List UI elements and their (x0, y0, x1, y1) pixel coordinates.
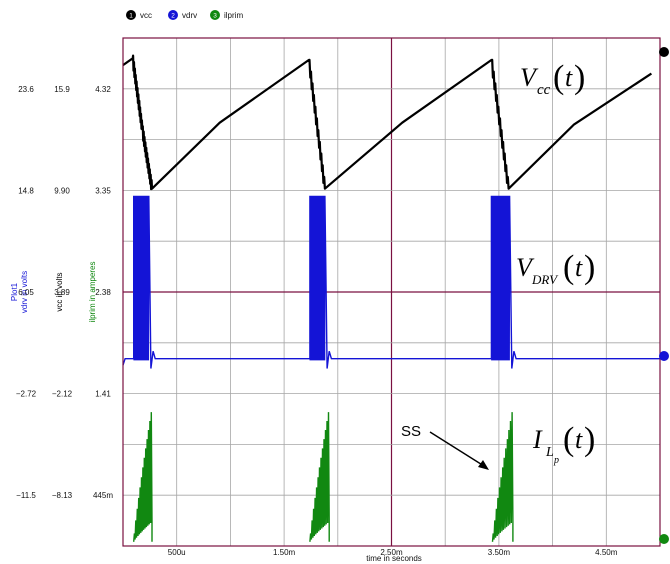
annotation-vdrv: V DRV ( t ) (516, 249, 595, 287)
right-marker-vcc (659, 47, 669, 57)
y-axis-title-vcc: vcc in volts (55, 272, 64, 311)
legend-label-ilprim: ilprim (224, 11, 243, 20)
legend-marker-vcc (126, 10, 136, 20)
x-tick-label: 3.50m (488, 548, 511, 557)
annotation-vdrv-lparen: ( (563, 249, 574, 286)
y-tick-label-vdrv: −11.5 (16, 491, 36, 500)
annotation-vdrv-sub: DRV (531, 272, 559, 287)
y-tick-label-ilprim: 1.41 (95, 390, 111, 399)
legend-label-vcc: vcc (140, 11, 152, 20)
series-ilprim-burst (309, 412, 330, 542)
x-tick-label: 2.50m (380, 548, 403, 557)
y-tick-label-ilprim: 445m (93, 491, 113, 500)
y-tick-label-vdrv: 23.6 (18, 85, 34, 94)
annotation-ss-arrow-head (478, 460, 489, 470)
annotation-vcc-sub: cc (537, 82, 551, 98)
legend-item-ilprim[interactable]: 3 ilprim (210, 10, 243, 20)
traces (122, 54, 660, 542)
annotation-ss-label: SS (401, 423, 421, 440)
y-tick-label-vdrv: 6.05 (18, 288, 34, 297)
right-marker-vdrv (659, 351, 669, 361)
annotation-ss: SS (401, 423, 489, 470)
series-ilprim-burst (491, 412, 514, 542)
annotation-ilp-main: I (532, 425, 543, 454)
y-tick-label-vcc: 15.9 (54, 85, 70, 94)
y-tick-label-vcc: −8.13 (52, 491, 73, 500)
annotation-ilp-lparen: ( (563, 421, 574, 458)
y-ticks-vcc: 15.9 9.90 3.89 −2.12 −8.13 (52, 85, 73, 500)
annotation-ilp: I L p ( t ) (532, 421, 595, 466)
y-tick-label-vdrv: 14.8 (18, 186, 34, 195)
series-ilprim (133, 412, 153, 542)
x-ticks: 500u 1.50m 2.50m 3.50m 4.50m (168, 548, 618, 557)
y-tick-label-vcc: −2.12 (52, 390, 73, 399)
annotation-ss-arrow-line (429, 431, 485, 467)
y-tick-label-vcc: 3.89 (54, 288, 70, 297)
legend-marker-vdrv-number: 2 (171, 13, 175, 20)
annotation-ilp-subsub: p (553, 455, 559, 466)
legend-item-vcc[interactable]: 1 vcc (126, 10, 152, 20)
x-tick-label: 1.50m (273, 548, 296, 557)
y-ticks-ilprim: 4.32 3.35 2.38 1.41 445m (93, 85, 113, 500)
y-tick-label-ilprim: 4.32 (95, 85, 111, 94)
y-axis-titles: Plot1 vdrv in volts vcc in volts ilprim … (10, 262, 97, 323)
right-markers (659, 47, 669, 544)
y-ticks-vdrv: 23.6 14.8 6.05 −2.72 −11.5 (16, 85, 37, 500)
annotation-ilp-rparen: ) (584, 421, 595, 458)
y-tick-label-vcc: 9.90 (54, 186, 70, 195)
y-tick-label-ilprim: 2.38 (95, 288, 111, 297)
annotation-vcc: V cc ( t ) (520, 59, 585, 98)
y-tick-label-vdrv: −2.72 (16, 390, 37, 399)
annotation-vdrv-rparen: ) (584, 249, 595, 286)
annotation-vcc-arg: t (565, 63, 573, 92)
annotation-ilp-arg: t (575, 425, 583, 454)
series-vcc (122, 54, 653, 191)
x-axis-title: time in seconds (366, 554, 422, 563)
annotation-vdrv-arg: t (575, 253, 583, 282)
legend-marker-ilprim-number: 3 (213, 13, 217, 20)
right-marker-ilprim (659, 534, 669, 544)
x-tick-label: 500u (168, 548, 186, 557)
legend-marker-vdrv (168, 10, 178, 20)
plot-title: Plot1 (10, 282, 19, 301)
grid (123, 38, 660, 546)
plot-border (122, 37, 661, 547)
x-tick-label: 4.50m (595, 548, 618, 557)
legend-item-vdrv[interactable]: 2 vdrv (168, 10, 197, 20)
annotation-vdrv-main: V (516, 253, 535, 282)
annotation-vcc-rparen: ) (574, 59, 585, 96)
annotation-vcc-main: V (520, 63, 539, 92)
y-axis-title-ilprim: ilprim in amperes (88, 262, 97, 323)
legend-marker-vcc-number: 1 (129, 13, 133, 20)
legend: 1 vcc 2 vdrv 3 ilprim (126, 10, 243, 20)
annotation-ilp-sub: L (545, 445, 554, 460)
annotation-vcc-lparen: ( (553, 59, 564, 96)
y-axis-title-vdrv: vdrv in volts (20, 271, 29, 313)
legend-marker-ilprim (210, 10, 220, 20)
y-tick-label-ilprim: 3.35 (95, 186, 111, 195)
legend-label-vdrv: vdrv (182, 11, 197, 20)
series-vdrv (122, 195, 660, 369)
